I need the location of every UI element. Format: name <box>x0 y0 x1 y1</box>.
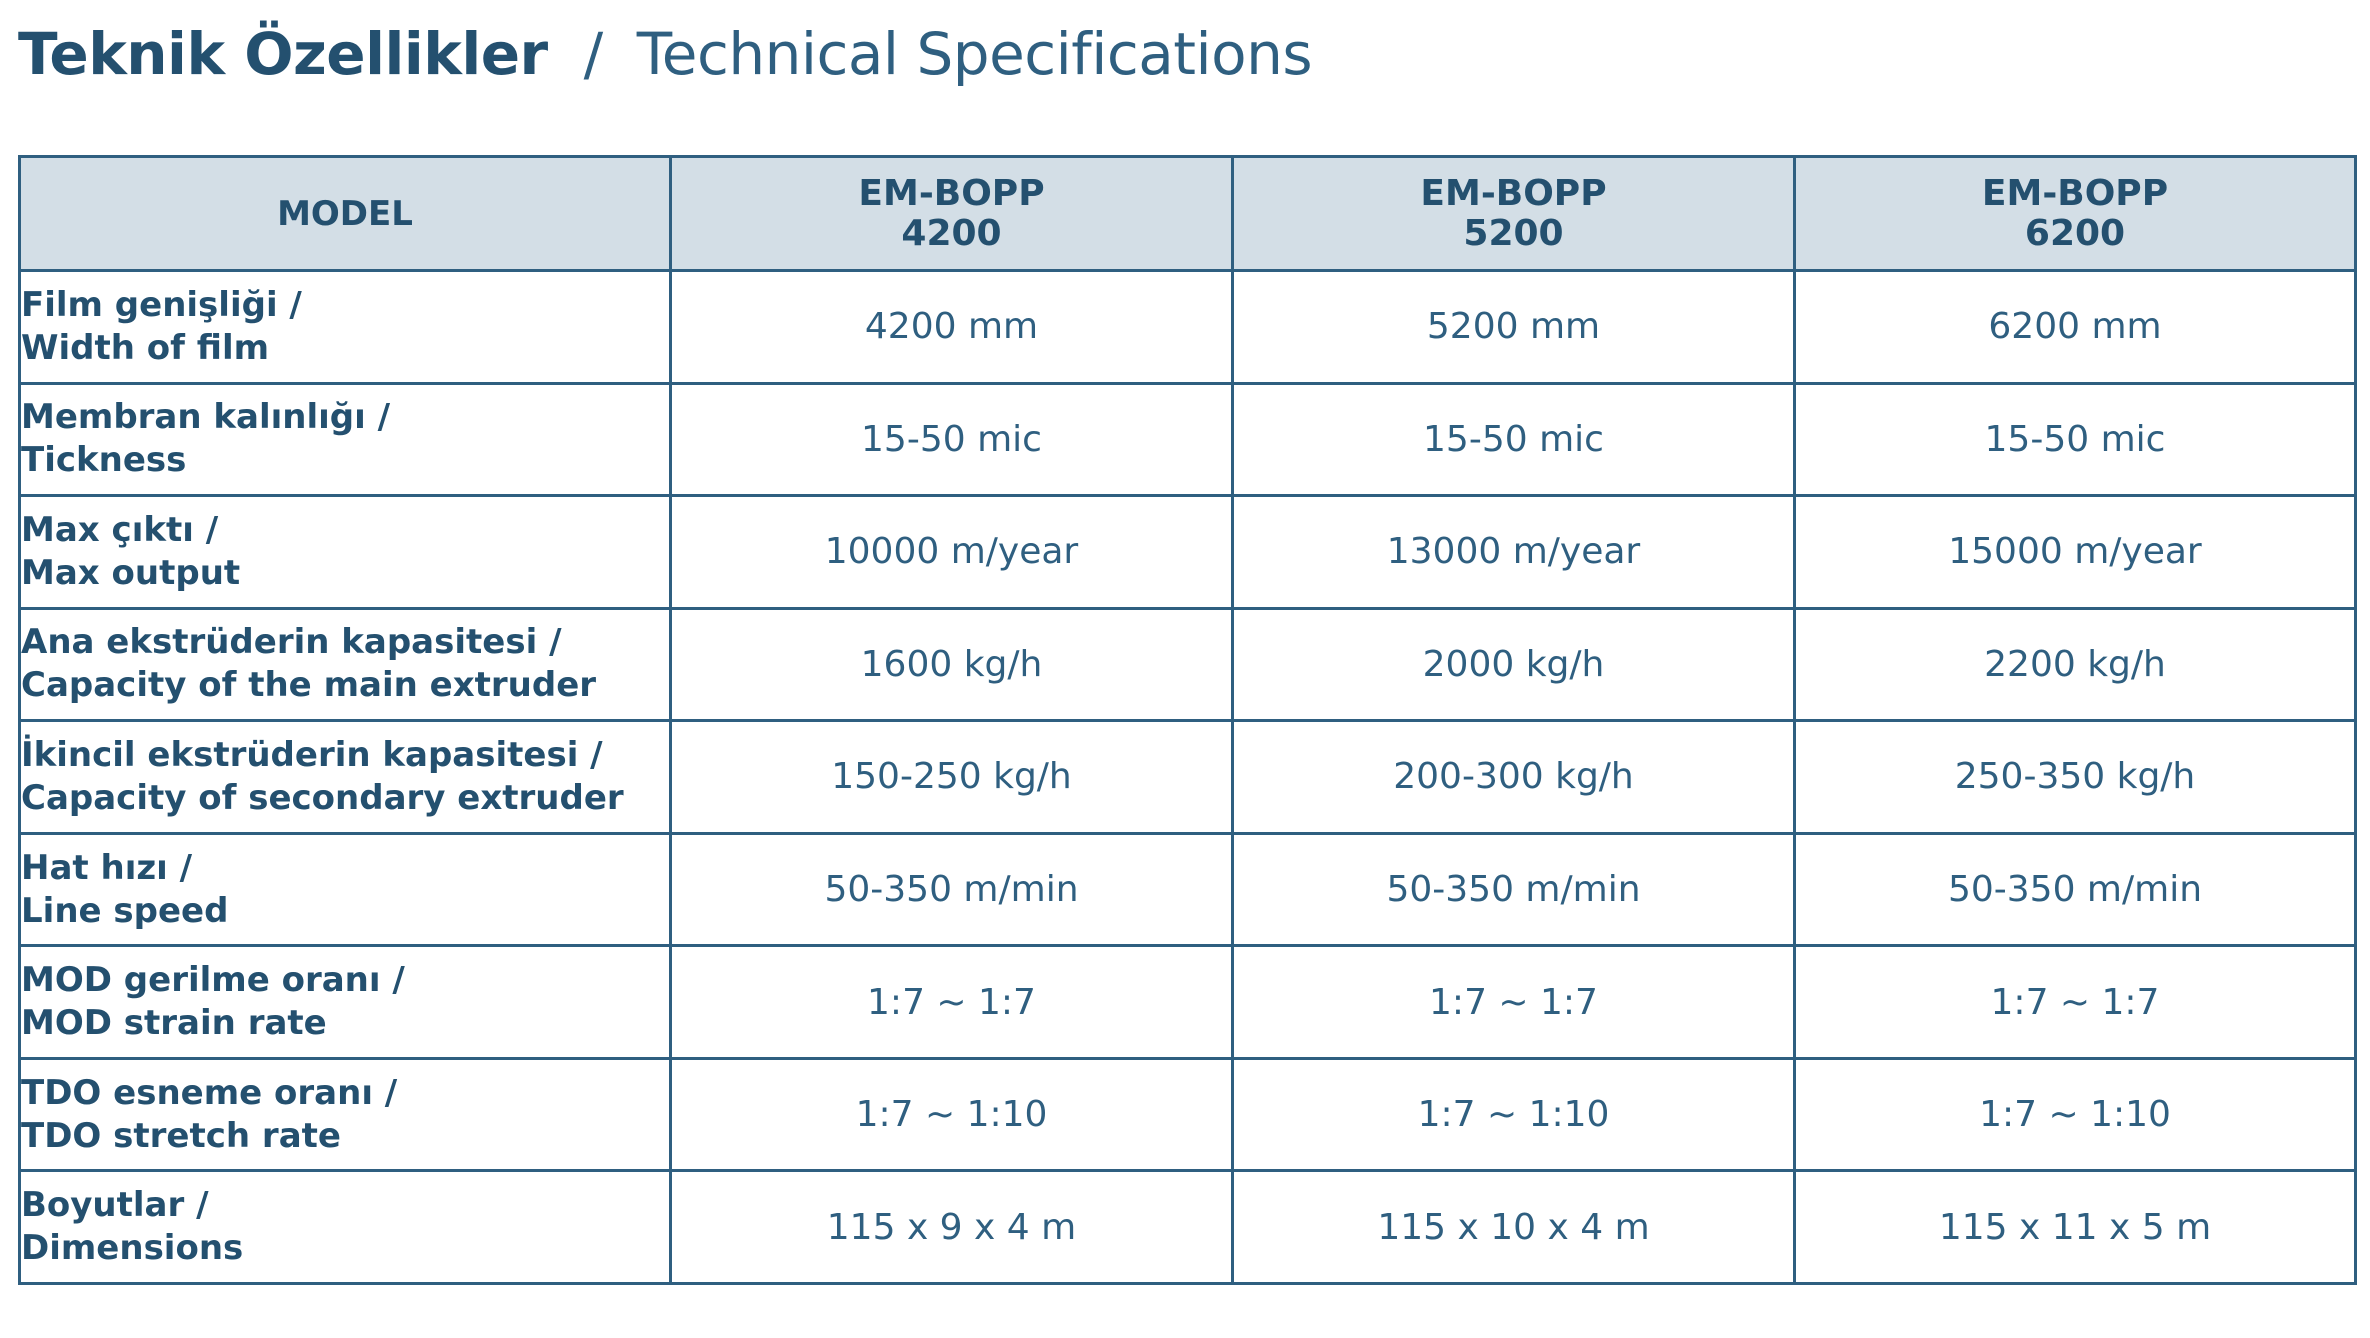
row-label-english: Width of film <box>21 327 270 368</box>
model-name: EM-BOPP <box>1420 172 1607 214</box>
model-name: EM-BOPP <box>858 172 1045 214</box>
row-label-turkish: İkincil ekstrüderin kapasitesi / <box>21 734 603 775</box>
row-label-turkish: Ana ekstrüderin kapasitesi / <box>21 622 562 663</box>
value-cell: 10000 m/year <box>669 494 1234 610</box>
value-cell: 15-50 mic <box>1793 381 2357 498</box>
model-header-4200: EM-BOPP 4200 <box>669 155 1234 272</box>
table-row-max-output: Max çıktı / Max output 10000 m/year 1300… <box>18 494 2357 610</box>
row-label: MOD gerilme oranı / MOD strain rate <box>18 944 672 1060</box>
row-label: Max çıktı / Max output <box>18 494 672 610</box>
page-title: Teknik Özellikler / Technical Specificatio… <box>18 8 1313 100</box>
row-label-english: MOD strain rate <box>21 1003 327 1044</box>
row-label: İkincil ekstrüderin kapasitesi / Capacit… <box>18 719 672 835</box>
value-cell: 2000 kg/h <box>1231 606 1796 723</box>
model-name: EM-BOPP <box>1981 172 2169 214</box>
value-cell: 150-250 kg/h <box>669 719 1234 835</box>
value-cell: 15-50 mic <box>1231 381 1796 498</box>
value-cell: 115 x 9 x 4 m <box>669 1169 1234 1285</box>
table-row-mod-strain-rate: MOD gerilme oranı / MOD strain rate 1:7 … <box>18 944 2357 1060</box>
model-header-5200: EM-BOPP 5200 <box>1231 155 1796 272</box>
value-cell: 1:7 ~ 1:7 <box>1793 944 2357 1060</box>
value-cell: 4200 mm <box>669 269 1234 385</box>
value-cell: 13000 m/year <box>1231 494 1796 610</box>
row-label-english: Dimensions <box>21 1228 244 1269</box>
row-label-english: Line speed <box>21 890 229 931</box>
title-english: Technical Specifications <box>636 20 1313 88</box>
table-row-line-speed: Hat hızı / Line speed 50-350 m/min 50-35… <box>18 831 2357 948</box>
row-label-turkish: TDO esneme oranı / <box>21 1072 398 1113</box>
value-cell: 250-350 kg/h <box>1793 719 2357 835</box>
header-row: MODEL EM-BOPP 4200 EM-BOPP 5200 EM-BOPP … <box>18 155 2357 272</box>
row-label-english: TDO stretch rate <box>21 1115 341 1156</box>
row-label-turkish: Film genişliği / <box>21 284 302 325</box>
value-cell: 2200 kg/h <box>1793 606 2357 723</box>
value-cell: 1:7 ~ 1:10 <box>1231 1056 1796 1173</box>
row-label-turkish: Membran kalınlığı / <box>21 397 391 438</box>
value-cell: 1:7 ~ 1:10 <box>1793 1056 2357 1173</box>
spec-table: MODEL EM-BOPP 4200 EM-BOPP 5200 EM-BOPP … <box>18 155 2357 1285</box>
table-row-width-of-film: Film genişliği / Width of film 4200 mm 5… <box>18 269 2357 385</box>
value-cell: 1:7 ~ 1:7 <box>1231 944 1796 1060</box>
value-cell: 200-300 kg/h <box>1231 719 1796 835</box>
row-label-english: Max output <box>21 552 241 593</box>
row-label-english: Tickness <box>21 440 187 481</box>
value-cell: 6200 mm <box>1793 269 2357 385</box>
title-separator: / <box>583 20 604 88</box>
value-cell: 1:7 ~ 1:7 <box>669 944 1234 1060</box>
value-cell: 5200 mm <box>1231 269 1796 385</box>
model-number: 5200 <box>1463 212 1564 254</box>
row-label: Boyutlar / Dimensions <box>18 1169 672 1285</box>
row-label-turkish: Boyutlar / <box>21 1185 209 1226</box>
row-label-english: Capacity of secondary extruder <box>21 777 624 818</box>
row-label: TDO esneme oranı / TDO stretch rate <box>18 1056 672 1173</box>
value-cell: 50-350 m/min <box>1793 831 2357 948</box>
title-turkish: Teknik Özellikler <box>18 20 548 88</box>
value-cell: 1600 kg/h <box>669 606 1234 723</box>
model-header-6200: EM-BOPP 6200 <box>1793 155 2357 272</box>
model-number: 4200 <box>901 212 1002 254</box>
row-label-turkish: Max çıktı / <box>21 509 219 550</box>
row-label: Hat hızı / Line speed <box>18 831 672 948</box>
value-cell: 50-350 m/min <box>1231 831 1796 948</box>
value-cell: 115 x 10 x 4 m <box>1231 1169 1796 1285</box>
table-row-tdo-stretch-rate: TDO esneme oranı / TDO stretch rate 1:7 … <box>18 1056 2357 1173</box>
value-cell: 115 x 11 x 5 m <box>1793 1169 2357 1285</box>
value-cell: 1:7 ~ 1:10 <box>669 1056 1234 1173</box>
model-column-header: MODEL <box>18 155 672 272</box>
row-label: Membran kalınlığı / Tickness <box>18 381 672 498</box>
value-cell: 15000 m/year <box>1793 494 2357 610</box>
table-row-dimensions: Boyutlar / Dimensions 115 x 9 x 4 m 115 … <box>18 1169 2357 1285</box>
table-header: MODEL EM-BOPP 4200 EM-BOPP 5200 EM-BOPP … <box>18 155 2357 272</box>
value-cell: 50-350 m/min <box>669 831 1234 948</box>
model-number: 6200 <box>2024 212 2126 254</box>
row-label-turkish: MOD gerilme oranı / <box>21 960 405 1001</box>
table-row-thickness: Membran kalınlığı / Tickness 15-50 mic 1… <box>18 381 2357 498</box>
table-row-secondary-extruder-capacity: İkincil ekstrüderin kapasitesi / Capacit… <box>18 719 2357 835</box>
value-cell: 15-50 mic <box>669 381 1234 498</box>
table-row-main-extruder-capacity: Ana ekstrüderin kapasitesi / Capacity of… <box>18 606 2357 723</box>
table-body: Film genişliği / Width of film 4200 mm 5… <box>18 269 2357 1285</box>
row-label: Ana ekstrüderin kapasitesi / Capacity of… <box>18 606 672 723</box>
row-label: Film genişliği / Width of film <box>18 269 672 385</box>
row-label-english: Capacity of the main extruder <box>21 665 597 706</box>
row-label-turkish: Hat hızı / <box>21 847 193 888</box>
